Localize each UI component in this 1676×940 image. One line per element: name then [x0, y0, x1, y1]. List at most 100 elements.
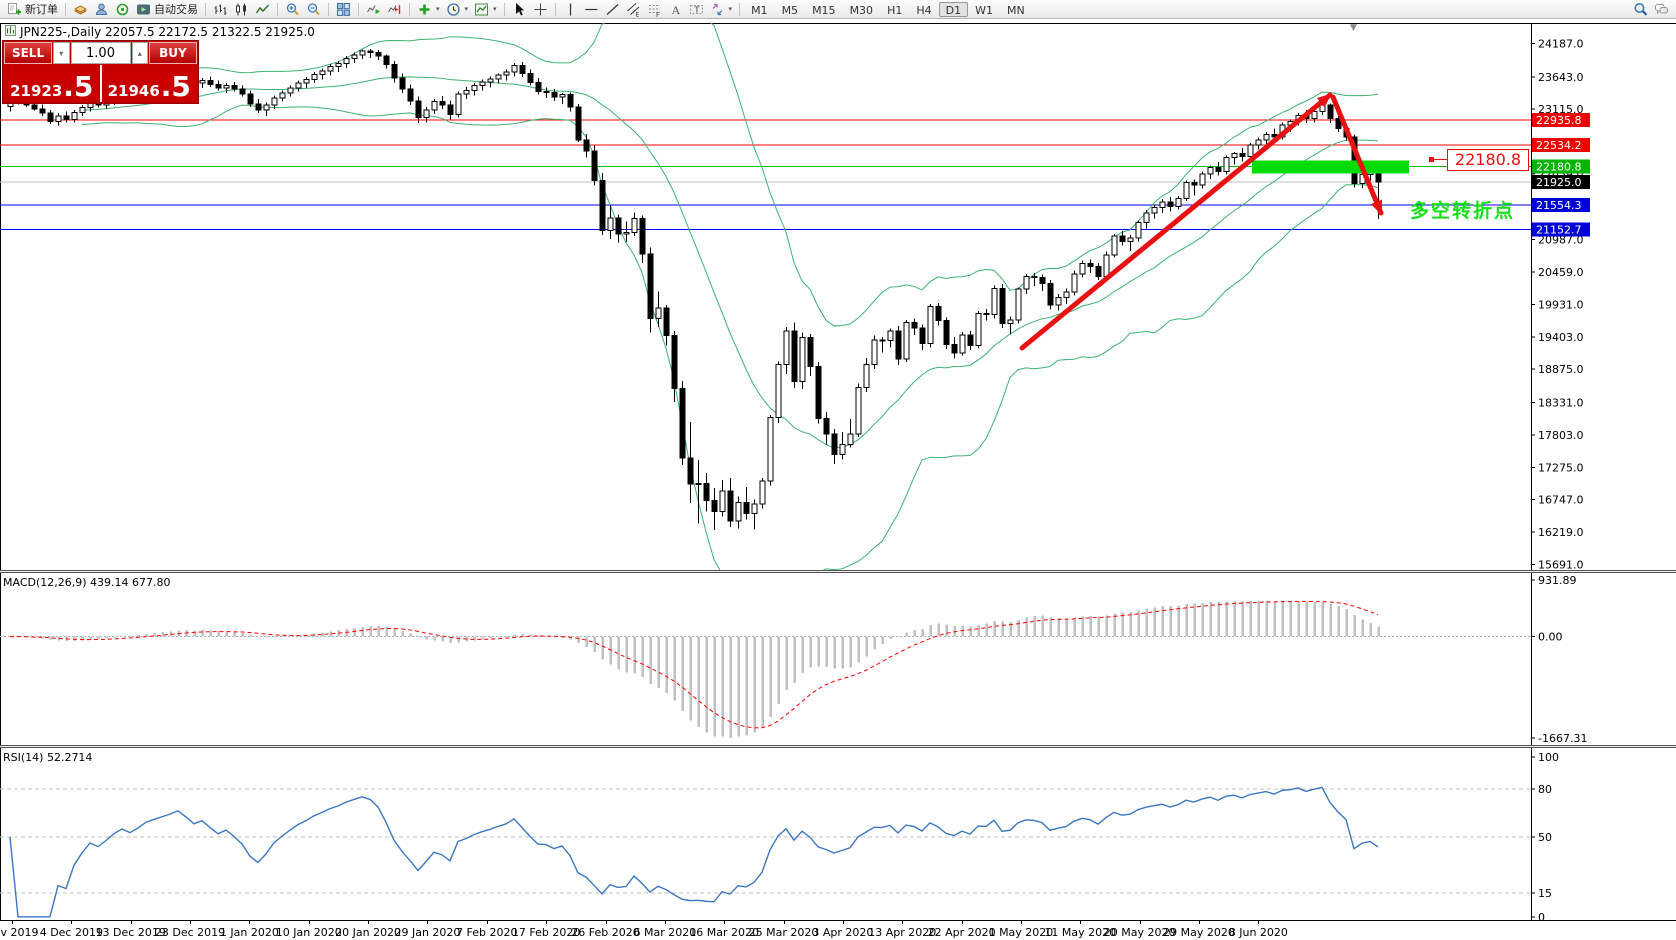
arrows-button[interactable]: ▾: [707, 1, 736, 18]
fibonacci-button[interactable]: F: [644, 1, 665, 18]
horizontal-line-icon: [585, 8, 598, 10]
search-button[interactable]: [1630, 1, 1651, 18]
chart-shift-button[interactable]: [384, 1, 405, 18]
sell-button[interactable]: SELL: [4, 42, 53, 64]
timeframe-m1[interactable]: M1: [751, 3, 768, 17]
templates-button[interactable]: ▾: [471, 1, 500, 18]
rsi-indicator-label: RSI(14) 52.2714: [3, 751, 93, 764]
volume-input[interactable]: [70, 42, 131, 64]
autotrading-button[interactable]: 自动交易: [133, 1, 201, 18]
svg-text:20987.0: 20987.0: [1538, 234, 1584, 247]
bollinger-middle: [81, 76, 1379, 449]
trend-arrows[interactable]: [1019, 92, 1384, 351]
timeframe-h4[interactable]: H4: [916, 3, 932, 17]
macd-panel-splitter[interactable]: [0, 570, 1676, 573]
time-axis-tick: [486, 921, 488, 924]
dropdown-caret-icon[interactable]: ▾: [493, 5, 497, 13]
auto-scroll-button[interactable]: [363, 1, 384, 18]
arrows-icon: [712, 3, 722, 15]
turning-point-note: 多空转折点: [1410, 200, 1516, 222]
timeframe-d1[interactable]: D1: [938, 1, 969, 17]
dropdown-caret-icon[interactable]: ▾: [464, 5, 469, 13]
volume-down-icon[interactable]: ▾: [53, 42, 70, 64]
candles-layer: [7, 48, 1382, 531]
svg-text:19403.0: 19403.0: [1538, 331, 1584, 344]
sell-price-frac: .5: [63, 70, 94, 103]
chart-title: JPN225-,Daily 22057.5 22172.5 21322.5 21…: [5, 25, 315, 39]
sell-price[interactable]: 21923.5: [4, 65, 100, 102]
bar-chart-button[interactable]: [210, 1, 231, 18]
time-axis-label: 8 Jun 2020: [1228, 926, 1288, 939]
profile-button[interactable]: [91, 1, 112, 18]
buy-price[interactable]: 21946.5: [101, 65, 197, 103]
rsi-panel-splitter[interactable]: [0, 745, 1676, 748]
community-button[interactable]: [1651, 1, 1672, 18]
macd-histogram: [17, 600, 1380, 739]
zoom-out-button[interactable]: [303, 1, 324, 18]
price-axis[interactable]: 24187.023643.023115.022059.020987.020459…: [1531, 37, 1584, 570]
chart-window[interactable]: 24187.0 23643.0 23115.0 22059.0 20987.0 20459…: [0, 19, 1676, 940]
price-annotation-label[interactable]: 22180.8: [1447, 149, 1529, 171]
time-axis-tick: [842, 921, 844, 924]
svg-text:23115.0: 23115.0: [1538, 103, 1584, 116]
time-axis-label: 25 Mar 2020: [748, 926, 819, 939]
toolbar-separator: [328, 2, 329, 16]
text-label-button[interactable]: T: [686, 1, 707, 18]
time-axis-tick: [902, 921, 904, 924]
timeframe-m5[interactable]: M5: [781, 3, 799, 17]
macd-axis[interactable]: 931.89 0.00 -1667.31: [1531, 574, 1587, 745]
macd-panel[interactable]: 931.89 0.00 -1667.31: [0, 573, 1676, 745]
horizontal-line-button[interactable]: [581, 1, 602, 18]
timeframe-m30[interactable]: M30: [849, 3, 874, 17]
channel-icon: E: [626, 2, 639, 17]
buy-price-frac: .5: [160, 70, 191, 103]
time-axis-label: 20 May 2020: [1103, 926, 1176, 939]
tile-windows-button[interactable]: [333, 1, 354, 18]
time-axis-tick: [368, 921, 370, 924]
new-order-button-label: 新订单: [25, 3, 58, 16]
text-button[interactable]: A: [665, 1, 686, 18]
indicators-button[interactable]: ▾: [414, 1, 443, 18]
dropdown-caret-icon[interactable]: ▾: [728, 5, 733, 13]
svg-text:21925.0: 21925.0: [1536, 176, 1582, 189]
rsi-axis[interactable]: 100 80 50 15 0: [1531, 751, 1559, 920]
indicators-icon: [419, 4, 430, 14]
equidistant-channel-button[interactable]: E: [623, 1, 644, 18]
rsi-panel[interactable]: 100 80 50 15 0: [0, 748, 1676, 920]
timeframe-mn[interactable]: MN: [1006, 3, 1025, 17]
support-highlight-bar[interactable]: [1252, 160, 1409, 174]
signals-button[interactable]: [112, 1, 133, 18]
zoom-in-button[interactable]: [282, 1, 303, 18]
time-axis-label: 1 May 2020: [988, 926, 1054, 939]
line-chart-button[interactable]: [252, 1, 273, 18]
svg-text:21152.7: 21152.7: [1536, 223, 1582, 236]
time-axis-label: 29 Jan 2020: [394, 926, 461, 939]
signal-icon: [116, 3, 129, 15]
horizontal-level-lines[interactable]: [0, 119, 1531, 230]
toolbar-separator: [554, 2, 556, 16]
candlestick-chart-button[interactable]: [231, 1, 252, 18]
crosshair-button[interactable]: [530, 1, 551, 18]
buy-button[interactable]: BUY: [148, 42, 197, 64]
time-axis-label: 16 Mar 2020: [689, 926, 760, 939]
timeframe-w1[interactable]: W1: [975, 3, 993, 17]
time-axis-tick: [783, 921, 785, 924]
timeframe-h1[interactable]: H1: [887, 3, 903, 17]
gold-box-button[interactable]: [70, 1, 91, 18]
time-axis-tick: [724, 921, 726, 924]
cursor-button[interactable]: [509, 1, 530, 18]
dropdown-caret-icon[interactable]: ▾: [436, 5, 440, 13]
periods-button[interactable]: ▾: [443, 1, 472, 18]
tile-windows-icon: [337, 2, 350, 16]
vertical-line-button[interactable]: [560, 1, 581, 18]
volume-up-icon[interactable]: ▴: [131, 42, 148, 64]
chevron-down-icon[interactable]: ▼: [1350, 23, 1357, 33]
timeframe-m15[interactable]: M15: [812, 3, 836, 17]
new-order-button[interactable]: 新订单: [4, 1, 61, 18]
price-chart-canvas[interactable]: 24187.023643.023115.022059.020987.020459…: [0, 23, 1676, 570]
svg-text:0: 0: [1538, 911, 1545, 920]
time-axis-label: 17 Feb 2020: [511, 926, 581, 939]
macd-signal-line: [9, 600, 1379, 729]
trendline-button[interactable]: [602, 1, 623, 18]
